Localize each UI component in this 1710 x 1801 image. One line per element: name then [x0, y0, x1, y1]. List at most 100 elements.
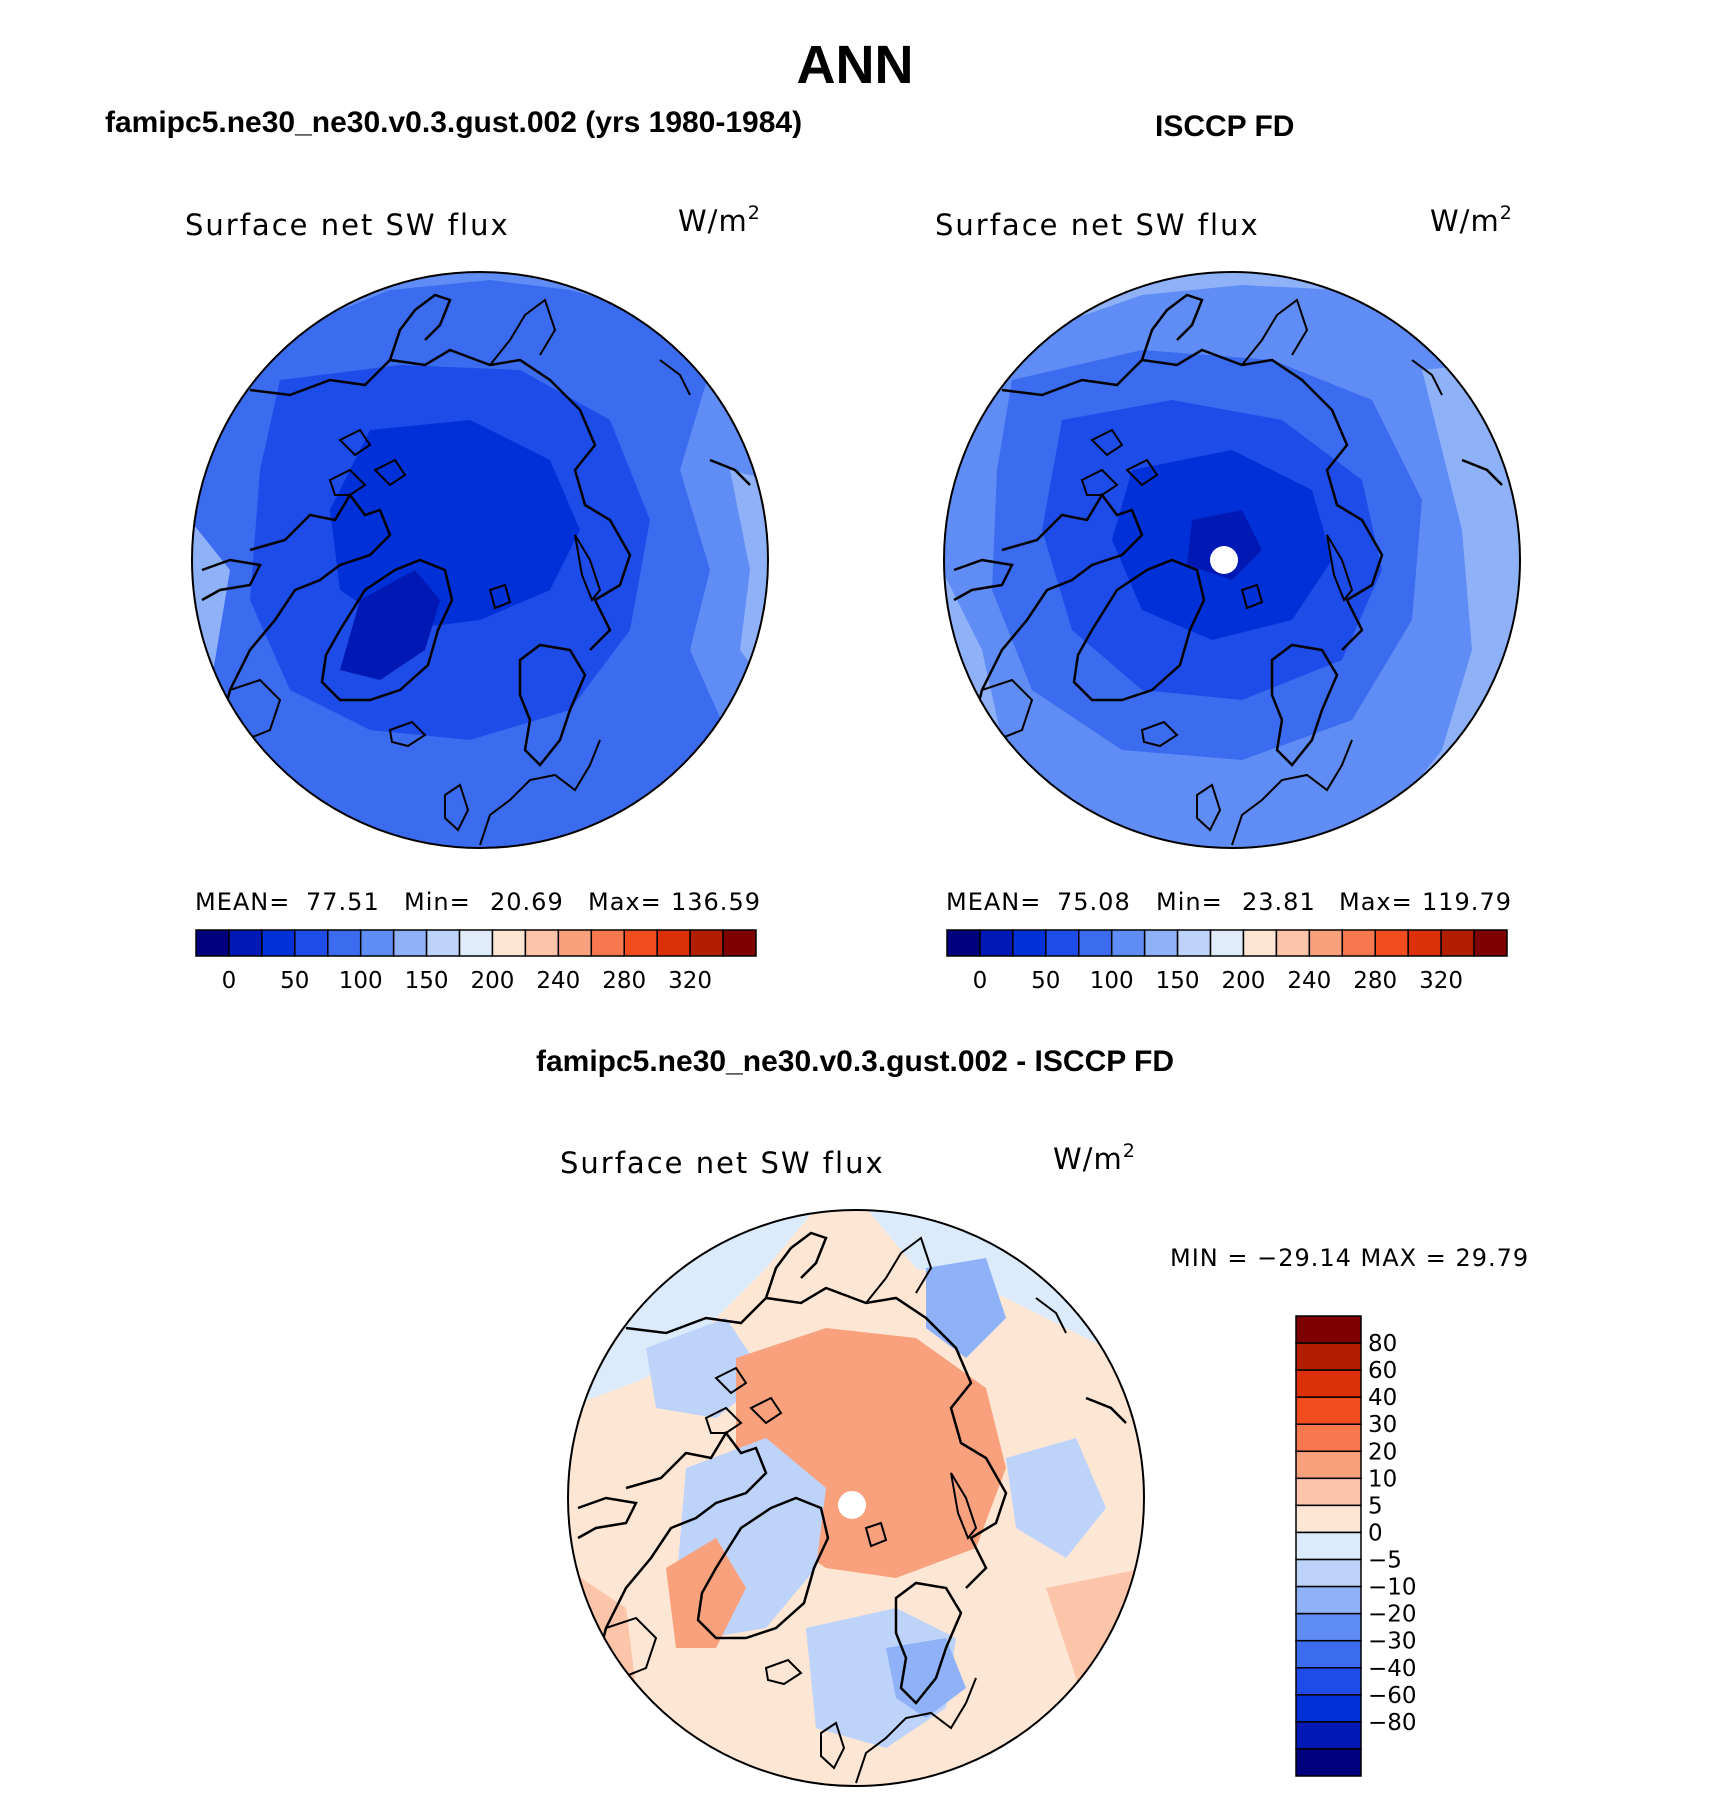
difference-colorbar-tick-label: 30	[1368, 1412, 1397, 1438]
right-colorbar-swatch	[1407, 929, 1442, 957]
difference-colorbar-tick-label: −5	[1368, 1548, 1402, 1574]
right-colorbar-swatch	[1078, 929, 1113, 957]
right-colorbar-swatch	[1143, 929, 1179, 957]
difference-colorbar-tick-label: −10	[1368, 1575, 1417, 1601]
left-colorbar-tick-label: 100	[339, 968, 383, 994]
left-colorbar-swatch	[557, 929, 593, 957]
right-colorbar-tick-label: 50	[1031, 968, 1060, 994]
right-colorbar-swatch	[1209, 929, 1245, 957]
left-colorbar-swatch	[458, 929, 494, 957]
difference-colorbar-tick-label: −80	[1368, 1710, 1417, 1736]
diff-map-siberia-cool	[1006, 1438, 1106, 1558]
left-colorbar-swatch	[228, 929, 263, 957]
right-colorbar: 0 50 100 150 200 240 280 320	[946, 929, 1508, 994]
left-colorbar-tick-label: 280	[602, 968, 646, 994]
left-min-label: Min=	[404, 888, 471, 916]
difference-colorbar-swatch	[1295, 1450, 1362, 1480]
left-colorbar-swatch	[195, 929, 230, 957]
left-colorbar-swatch	[491, 929, 527, 957]
left-colorbar-tick-label: 150	[405, 968, 449, 994]
difference-panel-label: famipc5.ne30_ne30.v0.3.gust.002 - ISCCP …	[535, 1045, 1175, 1078]
difference-colorbar-swatch	[1295, 1504, 1362, 1534]
left-colorbar-tick-label: 0	[222, 968, 237, 994]
left-colorbar-swatch	[524, 929, 560, 957]
difference-colorbar-tick-label: 0	[1368, 1520, 1383, 1546]
left-colorbar-tick-label: 240	[536, 968, 580, 994]
difference-colorbar-swatch	[1295, 1558, 1362, 1588]
difference-colorbar-swatch	[1295, 1667, 1362, 1696]
right-map-border	[943, 271, 1521, 849]
right-colorbar-swatch	[1045, 929, 1080, 957]
left-colorbar-tick-label: 200	[471, 968, 515, 994]
left-map-core-region	[330, 420, 580, 630]
right-mean-value: 75.08	[1057, 888, 1131, 916]
difference-colorbar-swatch	[1295, 1639, 1362, 1669]
right-colorbar-tick-label: 280	[1353, 968, 1397, 994]
right-panel-label: ISCCP FD	[1155, 110, 1295, 143]
right-max-value: 119.79	[1422, 888, 1512, 916]
left-panel-label: famipc5.ne30_ne30.v0.3.gust.002 (yrs 198…	[105, 106, 803, 139]
left-min-value: 20.69	[490, 888, 564, 916]
left-colorbar-swatch	[327, 929, 362, 957]
difference-colorbar-swatch	[1295, 1585, 1362, 1615]
right-colorbar-tick-label: 200	[1222, 968, 1266, 994]
diff-field-title: Surface net SW flux	[560, 1146, 885, 1180]
diff-map-pole-hole	[838, 1491, 866, 1519]
left-colorbar-swatch	[623, 929, 658, 957]
right-colorbar-swatch	[1341, 929, 1376, 957]
right-colorbar-swatch	[1242, 929, 1278, 957]
right-min-value: 23.81	[1242, 888, 1316, 916]
right-mean-label: MEAN=	[946, 888, 1042, 916]
difference-colorbar-swatch	[1295, 1477, 1362, 1507]
left-colorbar-swatch	[359, 929, 395, 957]
right-colorbar-tick-label: 0	[973, 968, 988, 994]
right-colorbar-swatch	[946, 929, 981, 957]
right-colorbar-swatch	[979, 929, 1014, 957]
right-units: W/m2	[1430, 202, 1512, 238]
left-colorbar-swatch	[392, 929, 428, 957]
difference-colorbar-tick-label: −40	[1368, 1656, 1417, 1682]
difference-colorbar-tick-label: 60	[1368, 1358, 1397, 1384]
right-polar-map	[943, 271, 1521, 849]
left-max-label: Max=	[588, 888, 662, 916]
left-mean-value: 77.51	[306, 888, 380, 916]
difference-colorbar-tick-label: 5	[1368, 1493, 1383, 1519]
right-colorbar-swatch	[1012, 929, 1047, 957]
left-units: W/m2	[678, 202, 760, 238]
left-colorbar-swatch	[261, 929, 296, 957]
right-colorbar-swatch	[1440, 929, 1475, 957]
difference-colorbar-tick-label: 20	[1368, 1439, 1397, 1465]
difference-colorbar-tick-label: 10	[1368, 1466, 1397, 1492]
right-colorbar-tick-label: 320	[1419, 968, 1463, 994]
difference-colorbar-swatch	[1295, 1531, 1362, 1561]
left-max-value: 136.59	[671, 888, 761, 916]
difference-colorbar-swatch	[1295, 1423, 1362, 1453]
diff-map-cold-bering	[926, 1258, 1006, 1358]
left-colorbar-swatch	[689, 929, 724, 957]
diff-units: W/m2	[1053, 1140, 1135, 1176]
difference-colorbar-tick-label: 40	[1368, 1385, 1397, 1411]
difference-colorbar-swatch	[1295, 1342, 1362, 1371]
right-colorbar-swatch	[1176, 929, 1212, 957]
left-field-title: Surface net SW flux	[185, 208, 510, 242]
difference-colorbar-tick-label: 80	[1368, 1331, 1397, 1357]
left-colorbar-swatch	[294, 929, 329, 957]
left-mean-label: MEAN=	[195, 888, 291, 916]
right-colorbar-swatch	[1374, 929, 1409, 957]
left-colorbar-tick-label: 320	[668, 968, 712, 994]
left-colorbar-swatch	[722, 929, 757, 957]
right-colorbar-tick-label: 100	[1090, 968, 1134, 994]
difference-colorbar-swatch	[1295, 1612, 1362, 1642]
left-colorbar-swatch	[590, 929, 625, 957]
difference-colorbar-swatch	[1295, 1369, 1362, 1398]
diff-minmax: MIN = −29.14 MAX = 29.79	[1170, 1244, 1530, 1272]
left-colorbar-swatch	[656, 929, 691, 957]
left-colorbar-swatch	[425, 929, 461, 957]
right-colorbar-swatch	[1308, 929, 1344, 957]
diff-map-greenland-hot	[666, 1538, 746, 1648]
difference-colorbar-swatch	[1295, 1748, 1362, 1777]
left-polar-map	[191, 271, 769, 849]
difference-colorbar-tick-label: −20	[1368, 1602, 1417, 1628]
right-min-label: Min=	[1156, 888, 1223, 916]
right-map-pole-hole	[1210, 546, 1238, 574]
